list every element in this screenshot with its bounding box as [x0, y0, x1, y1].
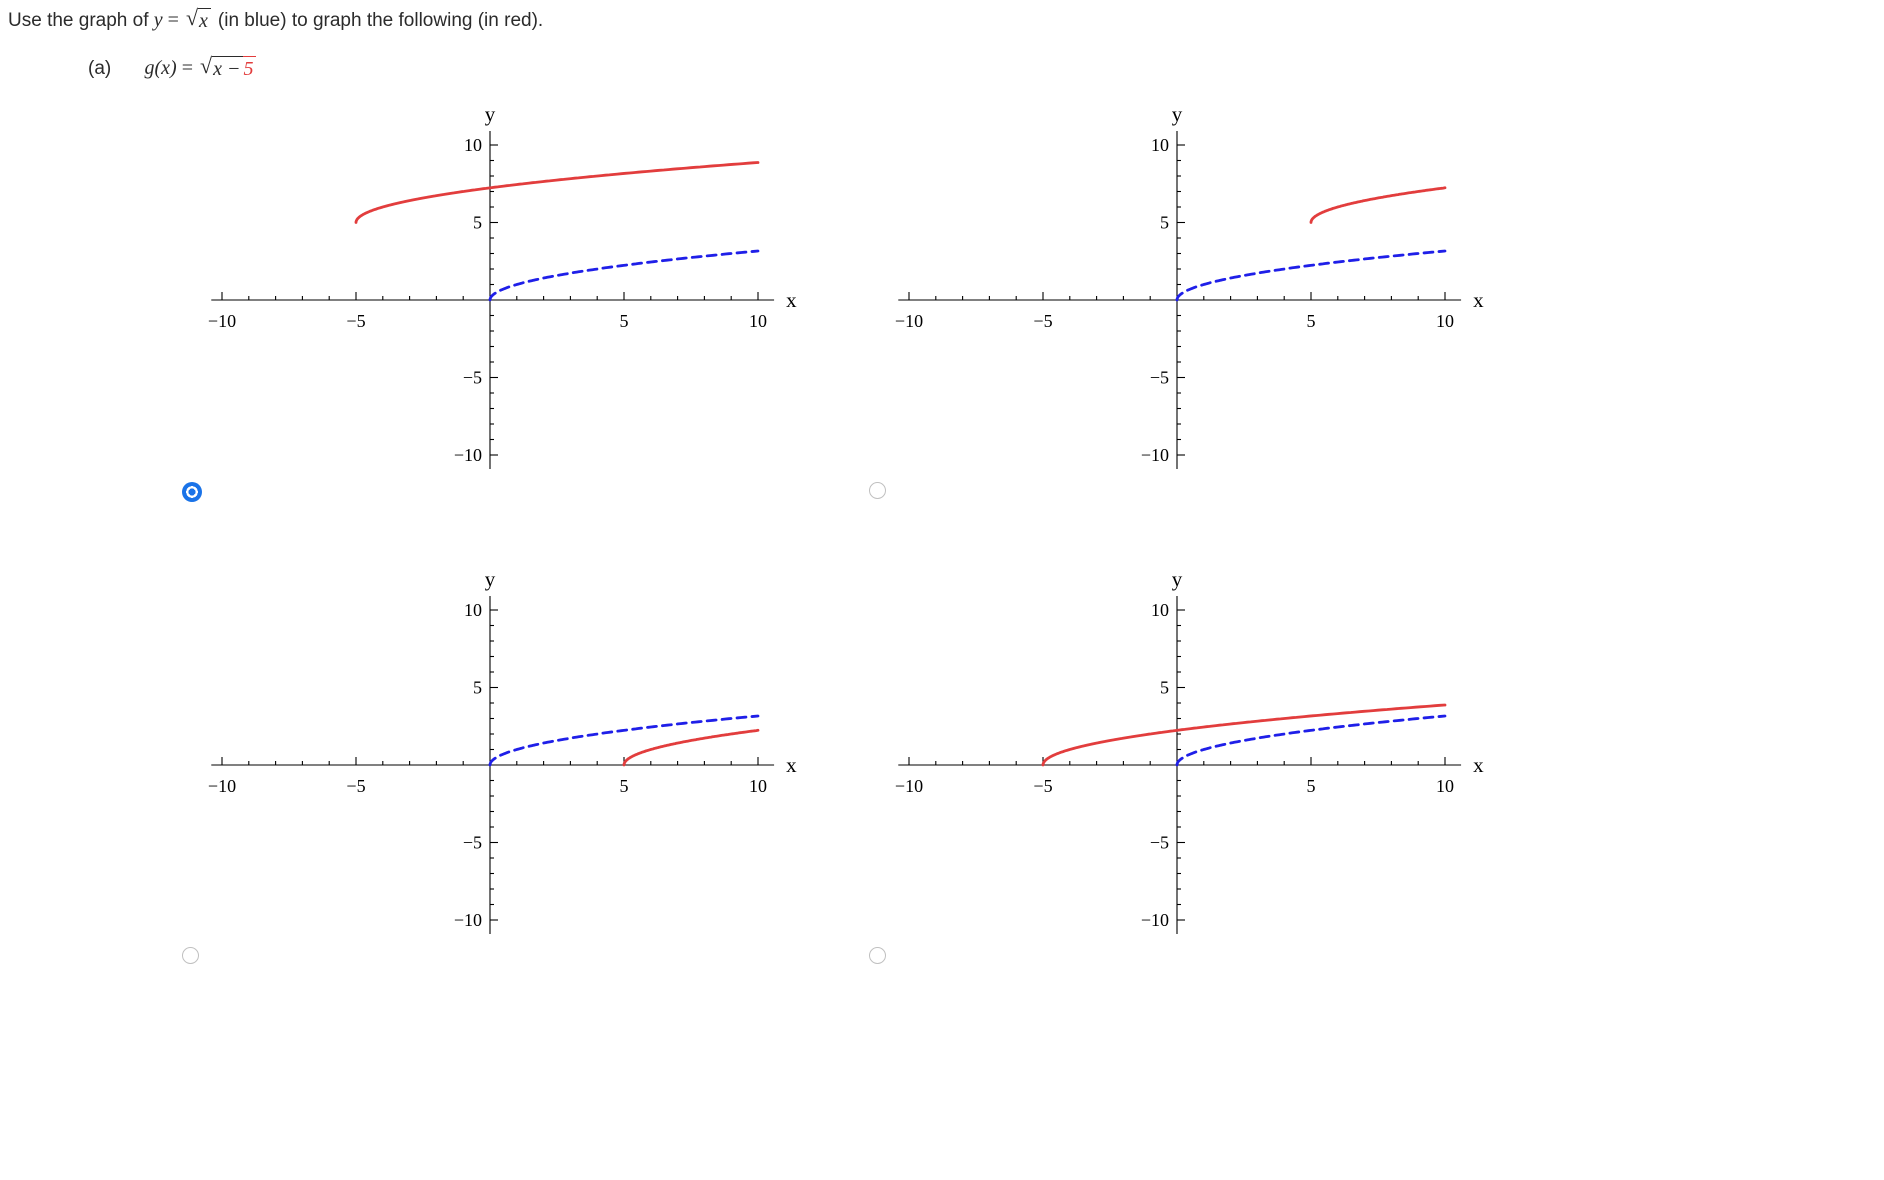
svg-text:10: 10: [749, 776, 767, 796]
part-a-label: (a): [88, 58, 112, 79]
svg-text:x: x: [1473, 753, 1484, 777]
svg-text:−5: −5: [1033, 311, 1052, 331]
svg-text:10: 10: [464, 600, 482, 620]
svg-text:−10: −10: [1141, 445, 1169, 465]
math-gx-eq-sqrt: g(x) = √ x − 5: [144, 53, 259, 81]
sqrt-expression: √ x − 5: [200, 53, 257, 81]
radicand-red-shift: 5: [243, 56, 257, 81]
equals-sign: =: [181, 57, 193, 79]
svg-text:5: 5: [1307, 311, 1316, 331]
svg-text:y: y: [1172, 102, 1183, 126]
graph-bottom-right: −10 −10 −5 −5 5 5 10 10 x y: [895, 567, 1484, 934]
equals-sign: =: [167, 9, 179, 31]
math-y-eq-sqrt-x: y = √ x: [153, 5, 218, 33]
svg-text:−10: −10: [895, 311, 923, 331]
svg-text:y: y: [485, 102, 496, 126]
svg-text:5: 5: [620, 776, 629, 796]
graph-top-right: −10 −10 −5 −5 5 5 10 10 x y: [895, 102, 1484, 469]
part-a-line: (a) g(x) = √ x − 5: [88, 53, 259, 81]
graph-top-left: −10 −10 −5 −5 5 5 10 10 x y: [208, 102, 797, 469]
radio-top-right[interactable]: [869, 482, 886, 499]
svg-text:−5: −5: [463, 833, 482, 853]
radical-sign: √: [185, 5, 199, 30]
svg-text:5: 5: [1160, 678, 1169, 698]
svg-text:y: y: [1172, 567, 1183, 591]
answer-choice-top-left: −10 −10 −5 −5 5 5 10 10 x y: [160, 102, 800, 510]
svg-text:5: 5: [473, 678, 482, 698]
question-text: Use the graph of y = √ x (in blue) to gra…: [8, 5, 544, 33]
svg-text:y: y: [485, 567, 496, 591]
svg-text:−5: −5: [1150, 368, 1169, 388]
svg-text:−10: −10: [1141, 910, 1169, 930]
svg-text:10: 10: [1436, 776, 1454, 796]
svg-text:10: 10: [749, 311, 767, 331]
svg-text:5: 5: [620, 311, 629, 331]
radio-bottom-right[interactable]: [869, 947, 886, 964]
svg-text:10: 10: [1151, 600, 1169, 620]
svg-text:−10: −10: [208, 776, 236, 796]
graph-bottom-left: −10 −10 −5 −5 5 5 10 10 x y: [208, 567, 797, 934]
svg-text:x: x: [1473, 288, 1484, 312]
svg-text:−10: −10: [208, 311, 236, 331]
question-suffix: (in blue) to graph the following (in red…: [217, 10, 544, 31]
svg-text:−5: −5: [1033, 776, 1052, 796]
radical-sign: √: [200, 53, 213, 78]
svg-text:x: x: [786, 288, 797, 312]
answer-choice-bottom-right: −10 −10 −5 −5 5 5 10 10 x y: [847, 567, 1487, 975]
svg-text:10: 10: [1436, 311, 1454, 331]
svg-text:−10: −10: [895, 776, 923, 796]
question-prefix: Use the graph of: [8, 10, 149, 31]
svg-text:10: 10: [464, 135, 482, 155]
svg-text:−10: −10: [454, 910, 482, 930]
svg-text:5: 5: [1307, 776, 1316, 796]
svg-text:−10: −10: [454, 445, 482, 465]
svg-text:5: 5: [1160, 213, 1169, 233]
svg-text:5: 5: [473, 213, 482, 233]
svg-text:−5: −5: [346, 311, 365, 331]
svg-text:−5: −5: [463, 368, 482, 388]
radio-top-left[interactable]: [182, 482, 202, 502]
svg-text:10: 10: [1151, 135, 1169, 155]
svg-text:−5: −5: [1150, 833, 1169, 853]
answer-choice-top-right: −10 −10 −5 −5 5 5 10 10 x y: [847, 102, 1487, 510]
svg-text:−5: −5: [346, 776, 365, 796]
answer-choice-bottom-left: −10 −10 −5 −5 5 5 10 10 x y: [160, 567, 800, 975]
svg-text:x: x: [786, 753, 797, 777]
math-lhs: y: [153, 9, 163, 31]
sqrt-expression: √ x: [185, 5, 211, 33]
radicand: x: [198, 8, 211, 33]
radicand-black: x −: [212, 56, 244, 81]
radio-bottom-left[interactable]: [182, 947, 199, 964]
math-gx: g(x): [144, 57, 177, 79]
